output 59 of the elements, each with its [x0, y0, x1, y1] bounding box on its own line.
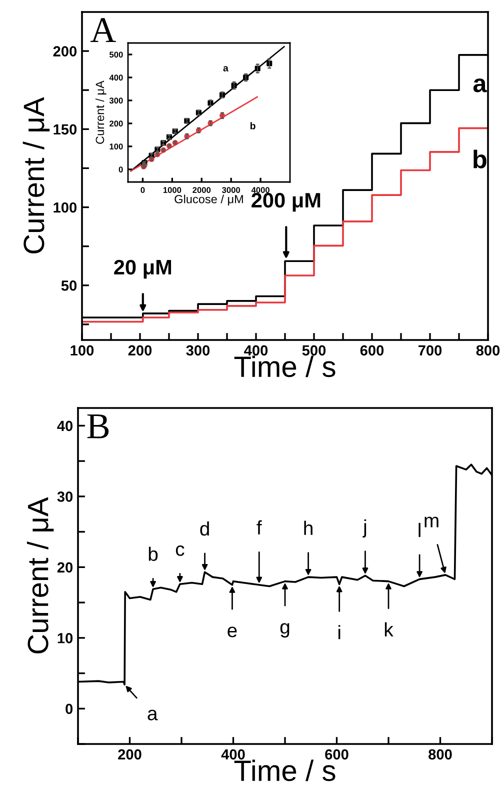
annotation: j	[362, 519, 366, 538]
x-tick-label: 500	[302, 345, 326, 356]
y-tick-label: 150	[54, 124, 77, 135]
y-tick-label: 20	[57, 562, 73, 573]
x-axis-title: Glucose / μM	[174, 194, 243, 206]
annotation: k	[384, 622, 394, 636]
annotation: c	[176, 545, 184, 556]
series-label: a	[473, 78, 487, 92]
y-tick-label: 40	[57, 420, 73, 432]
x-tick-label: 0	[140, 187, 145, 193]
y-tick-label: 100	[110, 144, 123, 150]
x-tick-label: 200	[128, 345, 152, 356]
annotation: h	[304, 520, 312, 535]
x-tick-label: 4000	[251, 187, 270, 193]
y-axis-title: Current / μA	[26, 497, 54, 654]
x-tick-label: 800	[428, 749, 452, 760]
annotation: i	[338, 625, 340, 640]
annotation: 20 μM	[114, 260, 172, 279]
annotation: a	[148, 710, 158, 720]
x-tick-label: 300	[186, 345, 210, 356]
y-tick-label: 300	[109, 98, 123, 104]
y-tick-label: 200	[110, 120, 123, 127]
y-axis-title: Current / μA	[22, 97, 50, 254]
annotation: d	[200, 521, 209, 536]
chart-title: A	[90, 18, 116, 42]
y-tick-label: 0	[118, 166, 123, 172]
x-tick-label: 1000	[163, 187, 182, 193]
x-tick-label: 600	[360, 345, 384, 356]
chart-title: B	[87, 414, 109, 438]
series-label: b	[474, 150, 486, 168]
x-tick-label: 600	[325, 749, 348, 760]
annotation: f	[256, 520, 262, 534]
annotation: m	[424, 516, 438, 528]
y-tick-label: 10	[58, 632, 73, 644]
y-tick-label: 200	[53, 46, 77, 56]
x-axis-title: Time / s	[234, 760, 336, 782]
x-tick-label: 700	[418, 345, 442, 356]
y-tick-label: 100	[54, 202, 77, 213]
y-tick-label: 50	[61, 280, 77, 291]
series-label: a	[223, 66, 228, 72]
annotation: l	[418, 522, 420, 537]
x-tick-label: 100	[70, 345, 94, 356]
x-tick-label: 2000	[192, 187, 211, 193]
annotation: 200 μM	[252, 192, 320, 212]
x-tick-label: 200	[118, 749, 142, 760]
y-tick-label: 400	[109, 74, 123, 81]
x-tick-label: 400	[244, 345, 268, 356]
x-tick-label: 800	[476, 345, 500, 356]
annotation: b	[148, 546, 158, 561]
x-tick-label: 3000	[222, 187, 240, 193]
y-tick-label: 30	[57, 492, 73, 502]
y-axis-title: Current / μA	[95, 80, 106, 144]
annotation: e	[228, 626, 237, 638]
y-tick-label: 500	[109, 52, 123, 58]
y-tick-label: 0	[66, 704, 73, 714]
annotation: g	[280, 623, 290, 638]
x-tick-label: 400	[221, 749, 245, 760]
text: b	[250, 122, 256, 130]
x-axis-title: Time / s	[234, 356, 336, 378]
